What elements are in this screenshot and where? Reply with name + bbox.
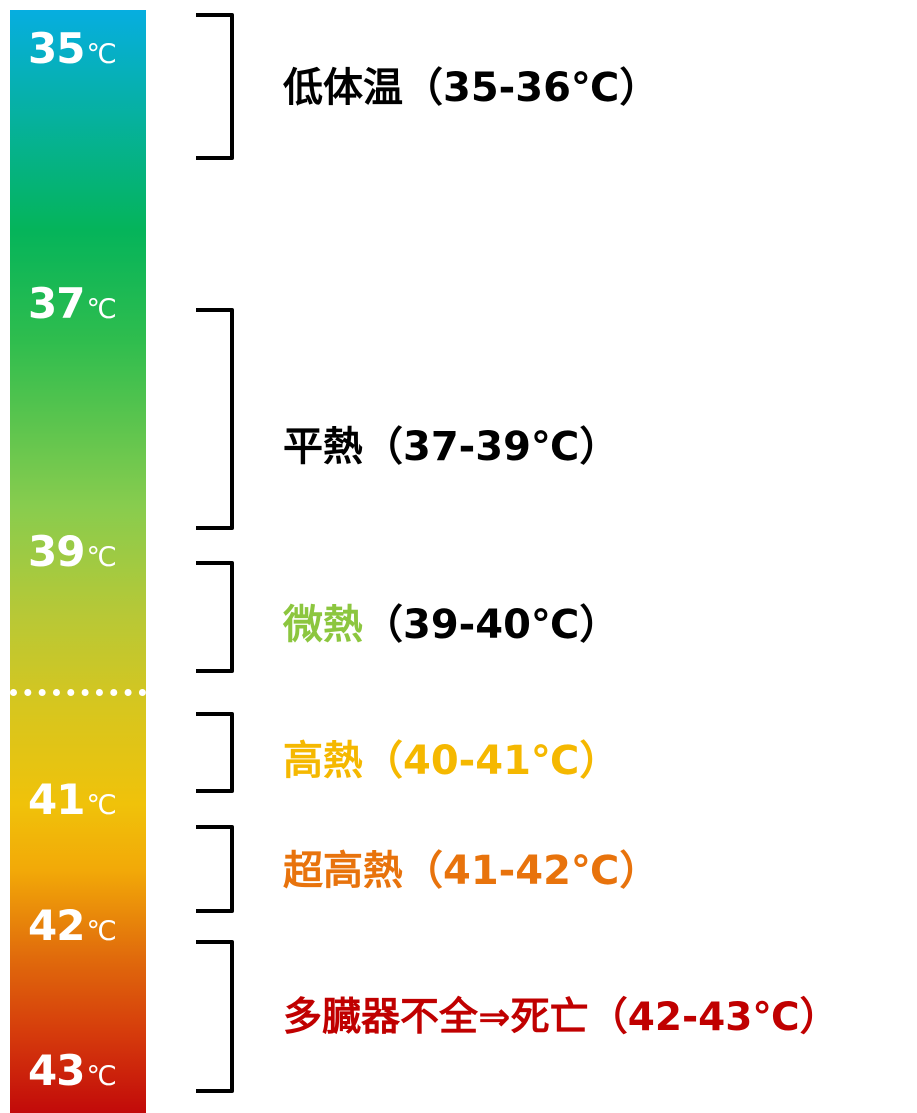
bracket-mild-fever <box>192 561 236 673</box>
range-name: 高熱 <box>283 738 363 784</box>
tick-41: 41℃ <box>28 775 117 824</box>
tick-value: 35 <box>28 24 85 73</box>
range-name: 超高熱 <box>283 848 403 894</box>
tick-value: 37 <box>28 279 85 328</box>
tick-value: 41 <box>28 775 85 824</box>
range-value: （39-40℃） <box>363 602 620 648</box>
tick-unit: ℃ <box>86 1061 117 1092</box>
tick-unit: ℃ <box>86 542 117 573</box>
range-label-high-fever: 高熱（40-41℃） <box>283 728 619 786</box>
fever-threshold-divider <box>10 689 146 696</box>
range-name: 平熱 <box>283 424 363 470</box>
tick-42: 42℃ <box>28 901 117 950</box>
range-name: 多臓器不全⇒死亡 <box>283 995 589 1040</box>
tick-unit: ℃ <box>86 294 117 325</box>
bracket-hypothermia <box>192 13 236 160</box>
bracket-hyperpyrexia <box>192 825 236 913</box>
tick-37: 37℃ <box>28 279 117 328</box>
range-label-hypothermia: 低体温（35-36℃） <box>283 55 659 113</box>
range-label-organ-failure: 多臓器不全⇒死亡（42-43℃） <box>283 986 839 1042</box>
range-value: （42-43℃） <box>588 995 839 1040</box>
tick-value: 43 <box>28 1046 85 1095</box>
tick-unit: ℃ <box>86 916 117 947</box>
range-value: （35-36℃） <box>403 65 660 111</box>
tick-unit: ℃ <box>86 39 117 70</box>
tick-39: 39℃ <box>28 527 117 576</box>
range-name: 低体温 <box>283 65 403 111</box>
range-label-mild-fever: 微熱（39-40℃） <box>283 592 619 650</box>
range-label-normal: 平熱（37-39℃） <box>283 414 619 472</box>
tick-value: 42 <box>28 901 85 950</box>
temperature-gradient-bar <box>10 10 146 1113</box>
bracket-high-fever <box>192 712 236 793</box>
bracket-organ-failure <box>192 940 236 1093</box>
tick-unit: ℃ <box>86 790 117 821</box>
range-name: 微熱 <box>283 602 363 648</box>
range-value: （40-41℃） <box>363 738 620 784</box>
tick-value: 39 <box>28 527 85 576</box>
range-label-hyperpyrexia: 超高熱（41-42℃） <box>283 838 659 896</box>
tick-35: 35℃ <box>28 24 117 73</box>
range-value: （41-42℃） <box>403 848 660 894</box>
tick-43: 43℃ <box>28 1046 117 1095</box>
range-value: （37-39℃） <box>363 424 620 470</box>
bracket-normal <box>192 308 236 530</box>
